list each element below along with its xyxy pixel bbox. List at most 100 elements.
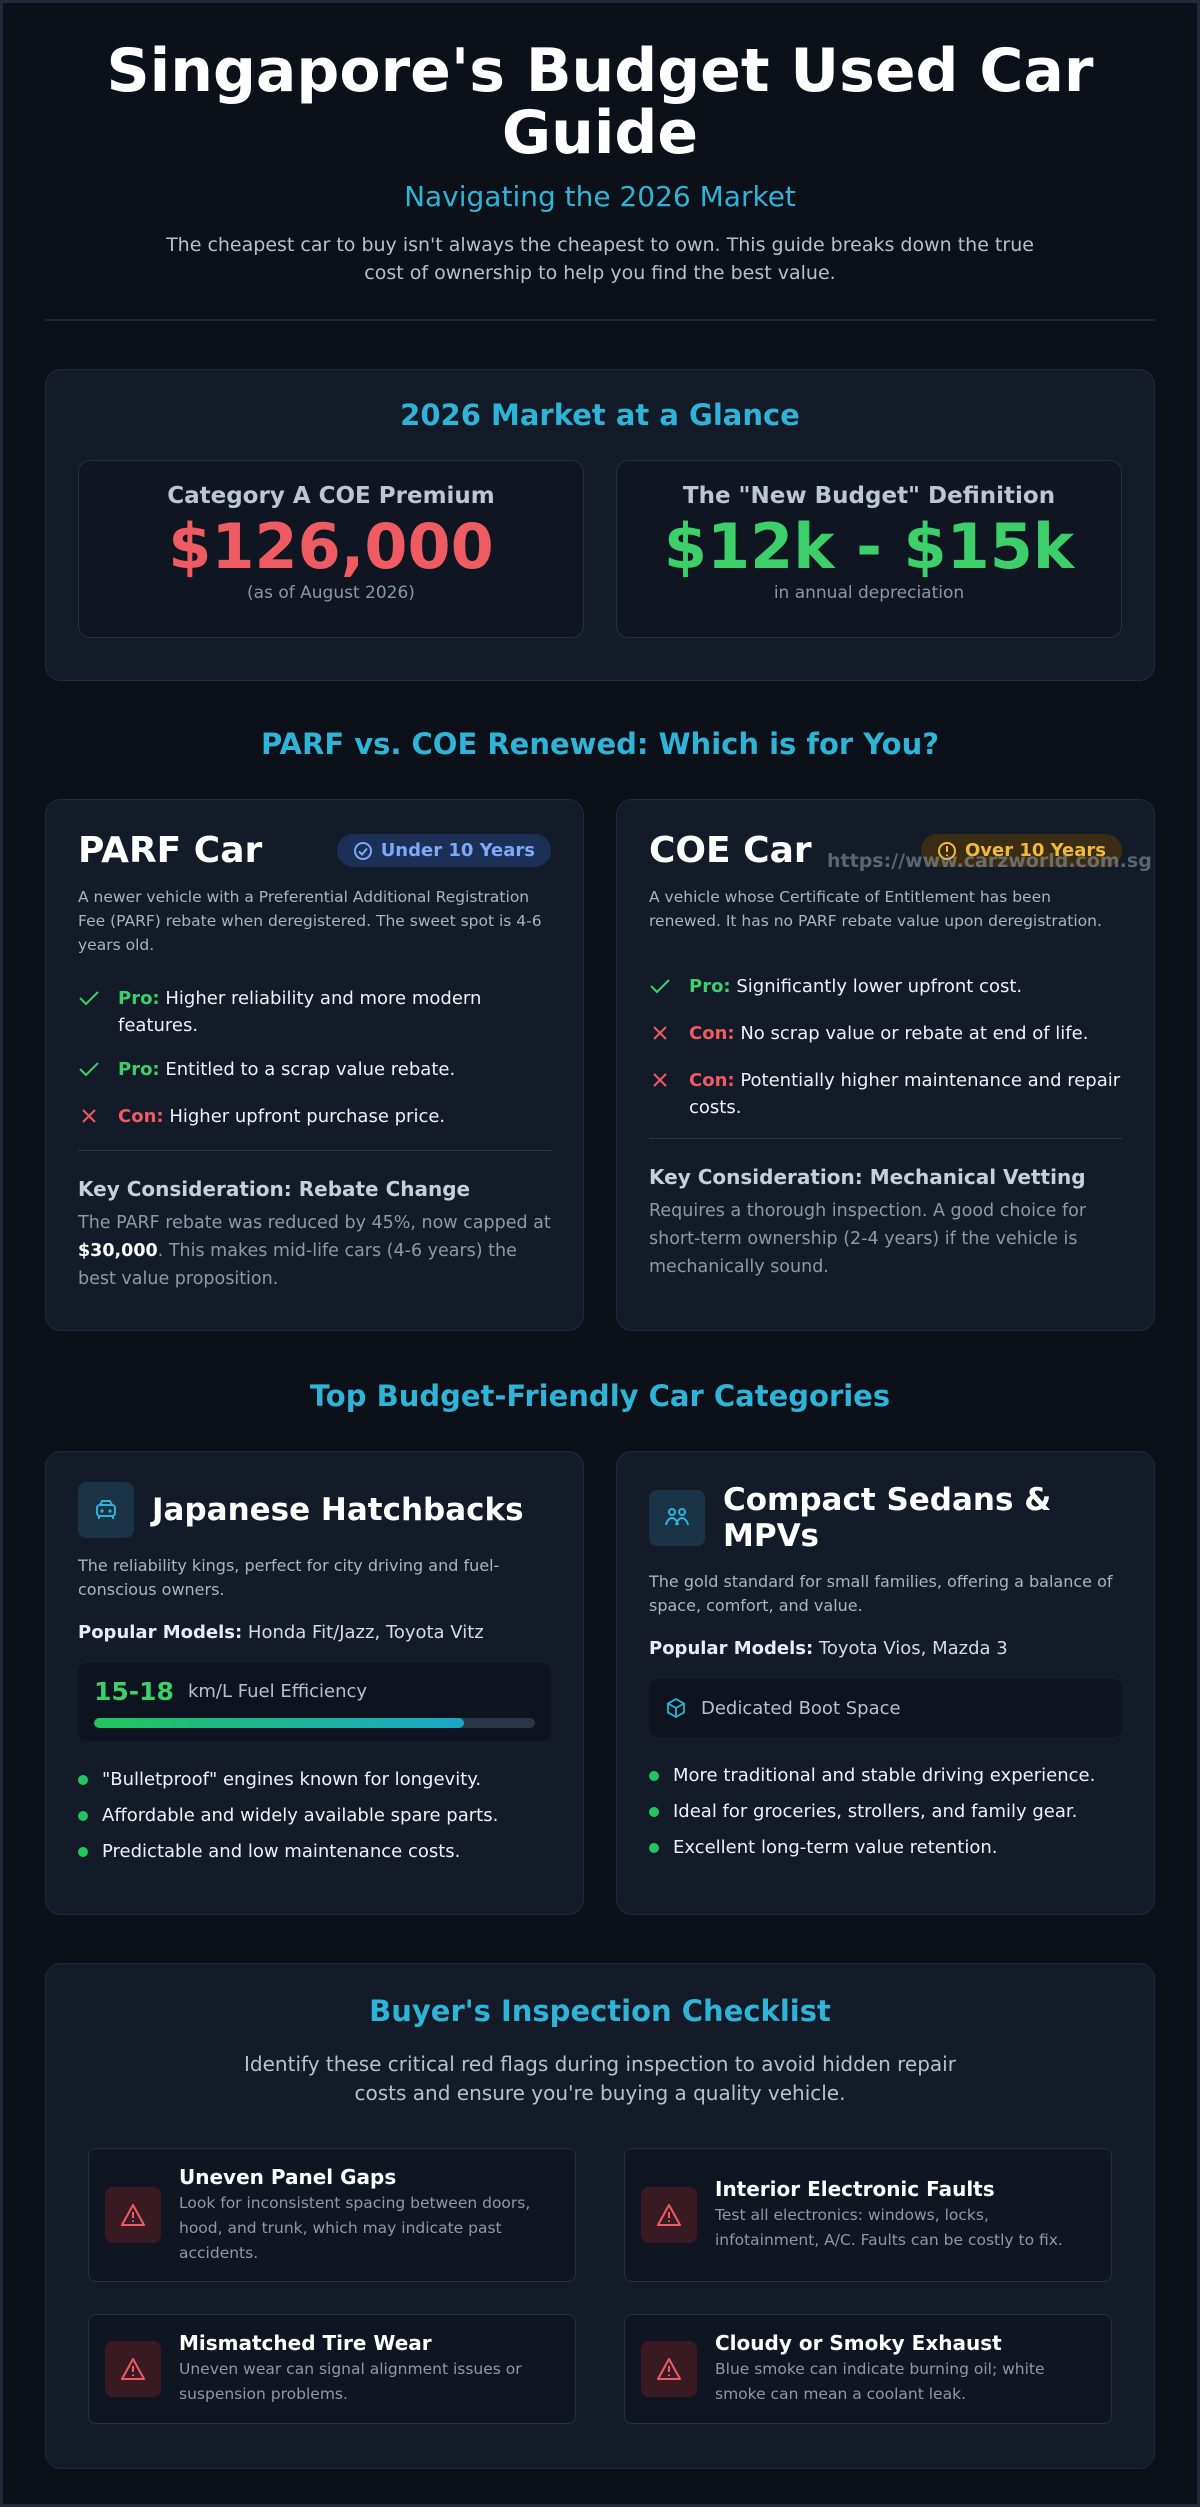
popular-models: Popular Models: Honda Fit/Jazz, Toyota V…	[78, 1622, 484, 1643]
box-icon	[667, 1697, 685, 1719]
popular-models: Popular Models: Toyota Vios, Mazda 3	[649, 1638, 1008, 1659]
key-consideration-text: Requires a thorough inspection. A good c…	[649, 1201, 1087, 1277]
page-intro: The cheapest car to buy isn't always the…	[166, 234, 1034, 284]
warning-triangle-icon	[105, 2341, 161, 2397]
list-item: Pro: Significantly lower upfront cost.	[649, 973, 1122, 1003]
efficiency-value: 15-18	[94, 1677, 174, 1706]
parf-car-card: PARF Car Under 10 Years A newer vehicle …	[45, 799, 584, 1331]
checklist-item-title: Uneven Panel Gaps	[179, 2164, 397, 2189]
fuel-efficiency-box: 15-18 km/L Fuel Efficiency	[78, 1663, 551, 1741]
list-item: Ideal for groceries, strollers, and fami…	[649, 1801, 1122, 1822]
checklist-item-text: Blue smoke can indicate burning oil; whi…	[715, 2360, 1045, 2403]
page-title: Singapore's Budget Used Car Guide	[106, 36, 1094, 168]
feature-list: More traditional and stable driving expe…	[649, 1765, 1122, 1858]
list-item: More traditional and stable driving expe…	[649, 1765, 1122, 1786]
checklist-item-text: Look for inconsistent spacing between do…	[179, 2193, 531, 2262]
con-label: Con:	[118, 1106, 164, 1127]
category-title: Japanese Hatchbacks	[152, 1492, 524, 1528]
key-consideration-text: The PARF rebate was reduced by 45%, now …	[78, 1213, 551, 1289]
cross-icon	[653, 1026, 667, 1040]
stat-label: The "New Budget" Definition	[682, 483, 1056, 509]
check-icon	[650, 979, 670, 994]
hatchback-card: Japanese Hatchbacks The reliability king…	[45, 1451, 584, 1915]
pro-label: Pro:	[118, 1059, 160, 1080]
item-text: Potentially higher maintenance and repai…	[689, 1070, 1121, 1118]
bullet-dot	[78, 1846, 88, 1857]
card-description: A newer vehicle with a Preferential Addi…	[78, 888, 542, 954]
con-label: Con:	[689, 1023, 735, 1044]
page-subtitle: Navigating the 2026 Market	[404, 180, 796, 213]
checklist-item-title: Interior Electronic Faults	[715, 2177, 995, 2201]
item-text: Higher reliability and more modern featu…	[118, 988, 482, 1036]
feature-list: "Bulletproof" engines known for longevit…	[78, 1769, 551, 1862]
warning-triangle-icon	[641, 2341, 697, 2397]
coe-premium-card: Category A COE Premium $126,000 (as of A…	[78, 460, 584, 638]
item-text: Entitled to a scrap value rebate.	[165, 1059, 456, 1080]
categories-title: Top Budget-Friendly Car Categories	[309, 1379, 891, 1413]
list-item: Con: Higher upfront purchase price.	[78, 1103, 551, 1133]
stat-note: (as of August 2026)	[247, 583, 415, 603]
page-header: Singapore's Budget Used Car Guide Naviga…	[45, 0, 1155, 287]
age-badge: Over 10 Years	[920, 834, 1122, 867]
list-item: "Bulletproof" engines known for longevit…	[78, 1769, 551, 1790]
key-consideration-title: Key Consideration: Mechanical Vetting	[649, 1165, 1086, 1189]
check-icon	[79, 1062, 99, 1077]
family-icon	[649, 1490, 705, 1546]
stat-label: Category A COE Premium	[167, 483, 495, 509]
item-text: No scrap value or rebate at end of life.	[740, 1023, 1089, 1044]
age-badge: Under 10 Years	[336, 834, 551, 867]
budget-definition-card: The "New Budget" Definition $12k - $15k …	[616, 460, 1122, 638]
feature-label: Dedicated Boot Space	[701, 1697, 901, 1719]
divider	[78, 1150, 551, 1151]
stat-note: in annual depreciation	[773, 583, 965, 603]
list-item: Con: Potentially higher maintenance and …	[649, 1067, 1122, 1121]
list-item: Con: No scrap value or rebate at end of …	[649, 1020, 1122, 1050]
key-consideration-title: Key Consideration: Rebate Change	[78, 1177, 471, 1201]
page-content: Singapore's Budget Used Car Guide Naviga…	[45, 0, 1155, 2469]
sedan-mpv-card: Compact Sedans & MPVs The gold standard …	[616, 1451, 1155, 1915]
list-item: Pro: Higher reliability and more modern …	[78, 985, 551, 1039]
badge-label: Under 10 Years	[380, 840, 535, 861]
pro-label: Pro:	[118, 988, 160, 1009]
item-text: Significantly lower upfront cost.	[736, 976, 1023, 997]
category-description: The reliability kings, perfect for city …	[78, 1556, 500, 1599]
watermark: https://www.carzworld.com.sg	[827, 850, 1152, 872]
checklist-item-text: Test all electronics: windows, locks, in…	[715, 2206, 1063, 2249]
coe-car-card: COE Car Over 10 Years https://www.carzwo…	[616, 799, 1155, 1331]
alert-circle-icon	[937, 841, 956, 860]
check-icon	[79, 991, 99, 1006]
bullet-dot	[649, 1842, 659, 1853]
pros-cons-list: Pro: Higher reliability and more modern …	[78, 985, 551, 1133]
divider	[649, 1138, 1122, 1139]
pro-label: Pro:	[689, 976, 731, 997]
bullet-dot	[649, 1770, 659, 1781]
checklist-title: Buyer's Inspection Checklist	[369, 1994, 831, 2028]
category-title: Compact Sedans & MPVs	[723, 1482, 1052, 1554]
check-circle-icon	[353, 841, 372, 860]
card-title: PARF Car	[78, 830, 263, 871]
comparison-title: PARF vs. COE Renewed: Which is for You?	[260, 727, 940, 761]
inspection-checklist-panel: Buyer's Inspection Checklist Identify th…	[45, 1963, 1155, 2469]
list-item: Affordable and widely available spare pa…	[78, 1805, 551, 1826]
checklist-item: Interior Electronic Faults Test all elec…	[624, 2148, 1112, 2282]
stat-value: $126,000	[168, 510, 494, 583]
card-title: COE Car	[649, 830, 812, 871]
efficiency-unit: km/L Fuel Efficiency	[187, 1681, 368, 1702]
item-text: Higher upfront purchase price.	[169, 1106, 446, 1127]
bullet-dot	[78, 1774, 88, 1785]
market-glance-title: 2026 Market at a Glance	[400, 398, 800, 432]
list-item: Excellent long-term value retention.	[649, 1837, 1122, 1858]
card-description: A vehicle whose Certificate of Entitleme…	[649, 888, 1102, 930]
pros-cons-list: Pro: Significantly lower upfront cost. C…	[649, 973, 1122, 1121]
checklist-item: Cloudy or Smoky Exhaust Blue smoke can i…	[624, 2314, 1112, 2424]
stat-value: $12k - $15k	[663, 510, 1075, 583]
car-front-icon	[78, 1482, 134, 1538]
checklist-item-title: Mismatched Tire Wear	[179, 2331, 432, 2355]
checklist-intro: Identify these critical red flags during…	[244, 2052, 956, 2105]
badge-label: Over 10 Years	[964, 840, 1106, 861]
cross-icon	[653, 1073, 667, 1087]
bullet-dot	[78, 1810, 88, 1821]
checklist-item-title: Cloudy or Smoky Exhaust	[715, 2331, 1002, 2355]
checklist-item-text: Uneven wear can signal alignment issues …	[179, 2360, 522, 2403]
